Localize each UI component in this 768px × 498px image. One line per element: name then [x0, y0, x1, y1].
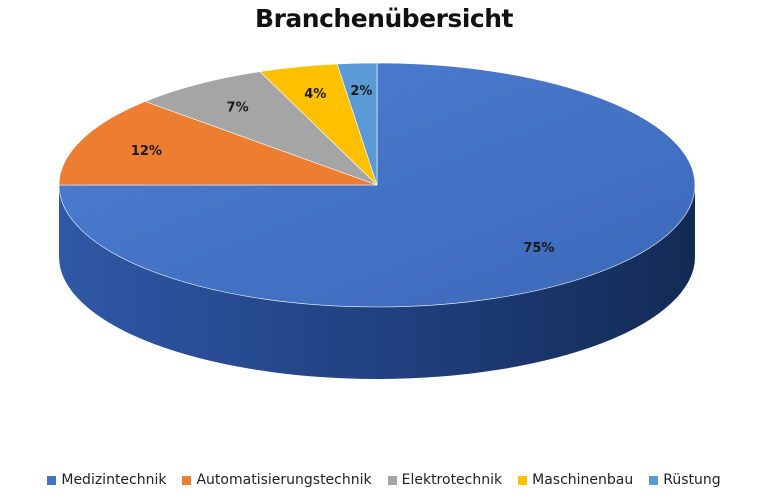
pie-slices [58, 62, 696, 308]
pie-slice-medizintechnik [58, 62, 696, 308]
legend-item-automatisierungstechnik: Automatisierungstechnik [182, 472, 372, 488]
pie-slice-rüstung [336, 62, 378, 186]
pie-side-walls [59, 185, 695, 379]
legend-swatch [47, 475, 57, 485]
legend-swatch [649, 475, 659, 485]
data-label-automatisierungstechnik: 12% [131, 144, 162, 159]
pie-side-medizintechnik [59, 185, 695, 379]
legend-label: Elektrotechnik [401, 472, 503, 488]
legend-swatch [387, 475, 397, 485]
legend-label: Medizintechnik [61, 472, 167, 488]
pie-data-labels: 75% 12% 7% 4% 2% [131, 84, 555, 256]
legend-item-elektrotechnik: Elektrotechnik [387, 472, 503, 488]
chart-title: Branchenübersicht [255, 4, 513, 33]
data-label-rüstung: 2% [350, 84, 372, 99]
legend-item-medizintechnik: Medizintechnik [47, 472, 166, 488]
pie-slice-automatisierungstechnik [58, 101, 378, 186]
pie-chart: 75% 12% 7% 4% 2% [58, 62, 696, 379]
legend-label: Automatisierungstechnik [196, 472, 372, 488]
legend-label: Rüstung [663, 472, 721, 488]
legend-item-maschinenbau: Maschinenbau [518, 472, 633, 488]
data-label-maschinenbau: 4% [304, 87, 326, 102]
legend-swatch [182, 475, 192, 485]
legend-swatch [518, 475, 528, 485]
pie-slice-elektrotechnik [144, 71, 378, 186]
legend-item-rüstung: Rüstung [649, 472, 721, 488]
data-label-medizintechnik: 75% [523, 241, 554, 256]
data-label-elektrotechnik: 7% [227, 100, 249, 115]
legend-label: Maschinenbau [532, 472, 634, 488]
legend: Medizintechnik Automatisierungstechnik Ele… [0, 472, 768, 488]
